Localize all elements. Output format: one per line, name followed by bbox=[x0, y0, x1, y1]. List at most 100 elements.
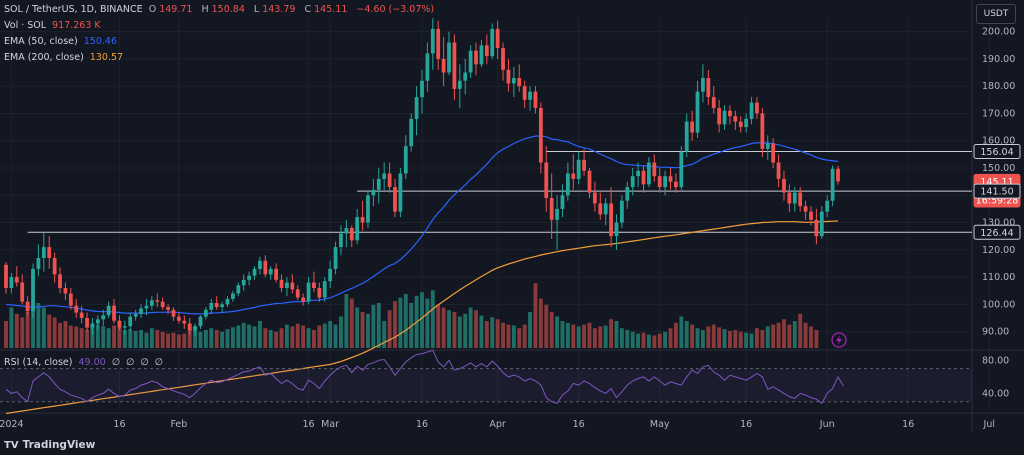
volume-bar bbox=[528, 312, 532, 348]
rsi-extra: ∅ bbox=[140, 357, 149, 368]
rsi-tick-label: 80.00 bbox=[982, 355, 1009, 366]
candle-body bbox=[285, 282, 289, 288]
volume-bar bbox=[144, 332, 149, 348]
legend-ema50-row[interactable]: EMA (50, close) 150.46 bbox=[4, 36, 120, 47]
candle-body bbox=[274, 268, 279, 280]
candle-body bbox=[538, 108, 543, 163]
volume-bar bbox=[501, 322, 505, 348]
horizontal-lines bbox=[27, 151, 972, 233]
volume-bar bbox=[95, 324, 100, 348]
y-tick-label: 200.00 bbox=[982, 27, 1015, 38]
candle-body bbox=[576, 159, 581, 179]
volume-bar bbox=[366, 313, 370, 348]
candle-body bbox=[663, 176, 668, 188]
x-tick-label: 16 bbox=[416, 419, 428, 430]
volume-bar bbox=[517, 328, 522, 348]
volume-bar bbox=[328, 321, 333, 348]
volume-bar bbox=[484, 321, 489, 348]
volume-bar bbox=[571, 324, 576, 348]
candle-body bbox=[95, 319, 100, 324]
ema50-line bbox=[5, 135, 839, 315]
volume-bar bbox=[582, 324, 587, 348]
candle-body bbox=[463, 72, 468, 81]
candle-body bbox=[328, 268, 333, 282]
candle-body bbox=[728, 110, 732, 117]
tradingview-brand[interactable]: TV TradingView bbox=[4, 439, 95, 451]
candle-body bbox=[155, 300, 160, 302]
candle-body bbox=[533, 91, 538, 108]
ohlc-open: O 149.71 bbox=[148, 4, 193, 15]
volume-bar bbox=[625, 330, 630, 348]
symbol-label[interactable]: SOL / TetherUS, 1D, BINANCE bbox=[4, 4, 143, 15]
volume-bar bbox=[58, 322, 62, 348]
rsi-pane bbox=[0, 349, 972, 405]
volume-bar bbox=[495, 319, 500, 348]
volume-value: 917.263 K bbox=[52, 20, 101, 31]
volume-bar bbox=[166, 333, 171, 348]
candle-body bbox=[490, 28, 495, 57]
candle-body bbox=[771, 143, 776, 163]
volume-bar bbox=[598, 326, 603, 348]
y-tick-label: 180.00 bbox=[982, 81, 1015, 92]
volume-bar bbox=[74, 326, 79, 348]
candle-body bbox=[733, 116, 738, 122]
legend-rsi-row[interactable]: RSI (14, close) 49.00 ∅ ∅ ∅ ∅ bbox=[4, 357, 166, 368]
candle-body bbox=[609, 203, 613, 237]
candle-body bbox=[420, 80, 424, 98]
volume-bar bbox=[20, 317, 25, 348]
volume-bar bbox=[176, 334, 181, 348]
candle-body bbox=[209, 303, 214, 310]
volume-bar bbox=[333, 324, 338, 348]
candle-body bbox=[198, 316, 203, 327]
ema50-label: EMA (50, close) bbox=[4, 36, 78, 47]
volume-bar bbox=[457, 316, 462, 348]
volume-bar bbox=[241, 322, 246, 348]
legend-symbol-row: SOL / TetherUS, 1D, BINANCE O 149.71 H 150… bbox=[4, 4, 437, 15]
volume-bar bbox=[630, 331, 635, 348]
candle-body bbox=[128, 316, 133, 327]
volume-bar bbox=[101, 326, 106, 348]
volume-bar bbox=[587, 322, 592, 348]
volume-bar bbox=[155, 330, 160, 348]
candle-body bbox=[630, 176, 635, 188]
volume-bar bbox=[657, 333, 662, 348]
legend-volume-row[interactable]: Vol · SOL 917.263 K bbox=[4, 20, 104, 31]
x-tick-label: Jun bbox=[819, 419, 835, 430]
candle-body bbox=[657, 176, 662, 188]
volume-bar bbox=[339, 316, 343, 348]
candle-body bbox=[187, 323, 192, 331]
volume-bar bbox=[317, 325, 322, 348]
volume-bar bbox=[452, 312, 457, 348]
volume-bar bbox=[814, 330, 819, 348]
candle-body bbox=[317, 288, 322, 298]
rsi-band bbox=[0, 368, 972, 402]
candle-body bbox=[4, 264, 8, 288]
x-tick-label: Apr bbox=[489, 419, 506, 430]
candle-body bbox=[674, 181, 678, 188]
candle-body bbox=[495, 28, 500, 48]
candle-body bbox=[193, 326, 197, 331]
candle-body bbox=[836, 168, 840, 182]
volume-bar bbox=[79, 328, 84, 348]
volume-bar bbox=[252, 326, 257, 348]
y-tick-label: 150.00 bbox=[982, 163, 1015, 174]
candle-body bbox=[706, 78, 711, 98]
volume-bar bbox=[387, 310, 392, 348]
price-label: 16:59:28 bbox=[976, 196, 1019, 207]
volume-bar bbox=[295, 323, 300, 348]
legend-ema200-row[interactable]: EMA (200, close) 130.57 bbox=[4, 52, 126, 63]
candle-body bbox=[560, 195, 565, 209]
price-label: 141.50 bbox=[980, 187, 1013, 198]
currency-button[interactable]: USDT bbox=[976, 4, 1016, 24]
candle-body bbox=[339, 233, 343, 248]
volume-bar bbox=[592, 328, 597, 348]
volume-bar bbox=[533, 283, 538, 348]
volume-bar bbox=[728, 330, 732, 348]
volume-bar bbox=[706, 326, 711, 348]
volume-bar bbox=[782, 319, 786, 348]
volume-bar bbox=[284, 324, 289, 348]
candle-body bbox=[106, 305, 111, 316]
volume-bar bbox=[393, 301, 397, 348]
volume-bar bbox=[771, 324, 776, 348]
